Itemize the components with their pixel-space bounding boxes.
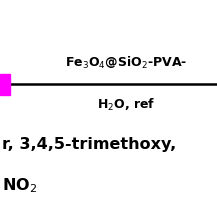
Text: r, 3,4,5-trimethoxy,: r, 3,4,5-trimethoxy, <box>2 137 176 152</box>
Text: Fe$_3$O$_4$@SiO$_2$-PVA-: Fe$_3$O$_4$@SiO$_2$-PVA- <box>65 54 187 71</box>
Text: NO$_2$: NO$_2$ <box>2 177 37 195</box>
Text: H$_2$O, ref: H$_2$O, ref <box>97 97 155 113</box>
Bar <box>0 74 10 95</box>
